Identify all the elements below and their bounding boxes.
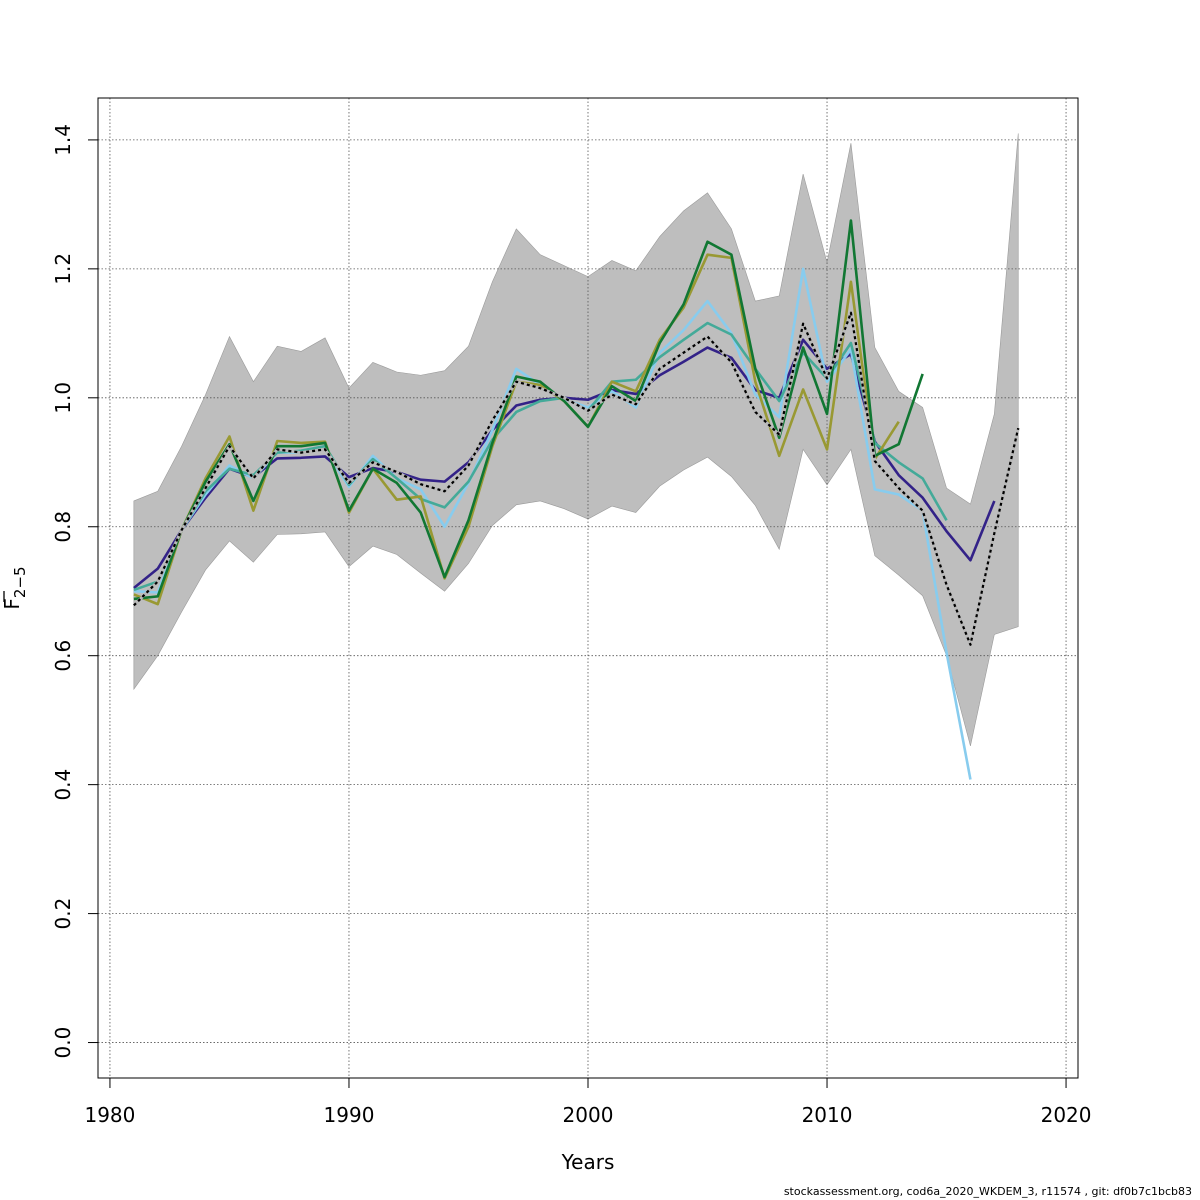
confidence-band-layer [133, 133, 1019, 747]
y-axis-title-subscript: 2−5 [11, 566, 29, 598]
y-tick-label: 1.2 [51, 253, 75, 285]
axis-layer: 1980 1990 2000 2010 2020 0.0 0.2 0.4 0.6 0.8 1.0 1.… [51, 124, 1092, 1127]
y-tick-label: 0.6 [51, 640, 75, 672]
x-tick-label: 2020 [1041, 1103, 1092, 1127]
x-tick-label: 1990 [324, 1103, 375, 1127]
series-line-halo [132, 311, 1020, 647]
y-tick-label: 0.4 [51, 769, 75, 801]
series-line [133, 219, 924, 601]
y-tick-label: 1.0 [51, 382, 75, 414]
y-tick-label: 0.0 [51, 1027, 75, 1059]
x-axis-title: Years [561, 1150, 615, 1174]
y-tick-label: 0.8 [51, 511, 75, 543]
confidence-band [133, 133, 1019, 747]
grid-layer [98, 98, 1078, 1078]
y-axis-title: F2−5 [0, 566, 29, 609]
y-tick-label: 0.2 [51, 898, 75, 930]
x-tick-label: 1980 [84, 1103, 135, 1127]
x-tick-label: 2010 [802, 1103, 853, 1127]
svg-text:F2−5: F2−5 [0, 566, 29, 609]
y-axis-title-main: F [0, 598, 24, 610]
x-tick-label: 2000 [563, 1103, 614, 1127]
series-layer [132, 219, 1020, 780]
y-tick-label: 1.4 [51, 124, 75, 156]
footer-credit: stockassessment.org, cod6a_2020_WKDEM_3,… [783, 1185, 1192, 1198]
